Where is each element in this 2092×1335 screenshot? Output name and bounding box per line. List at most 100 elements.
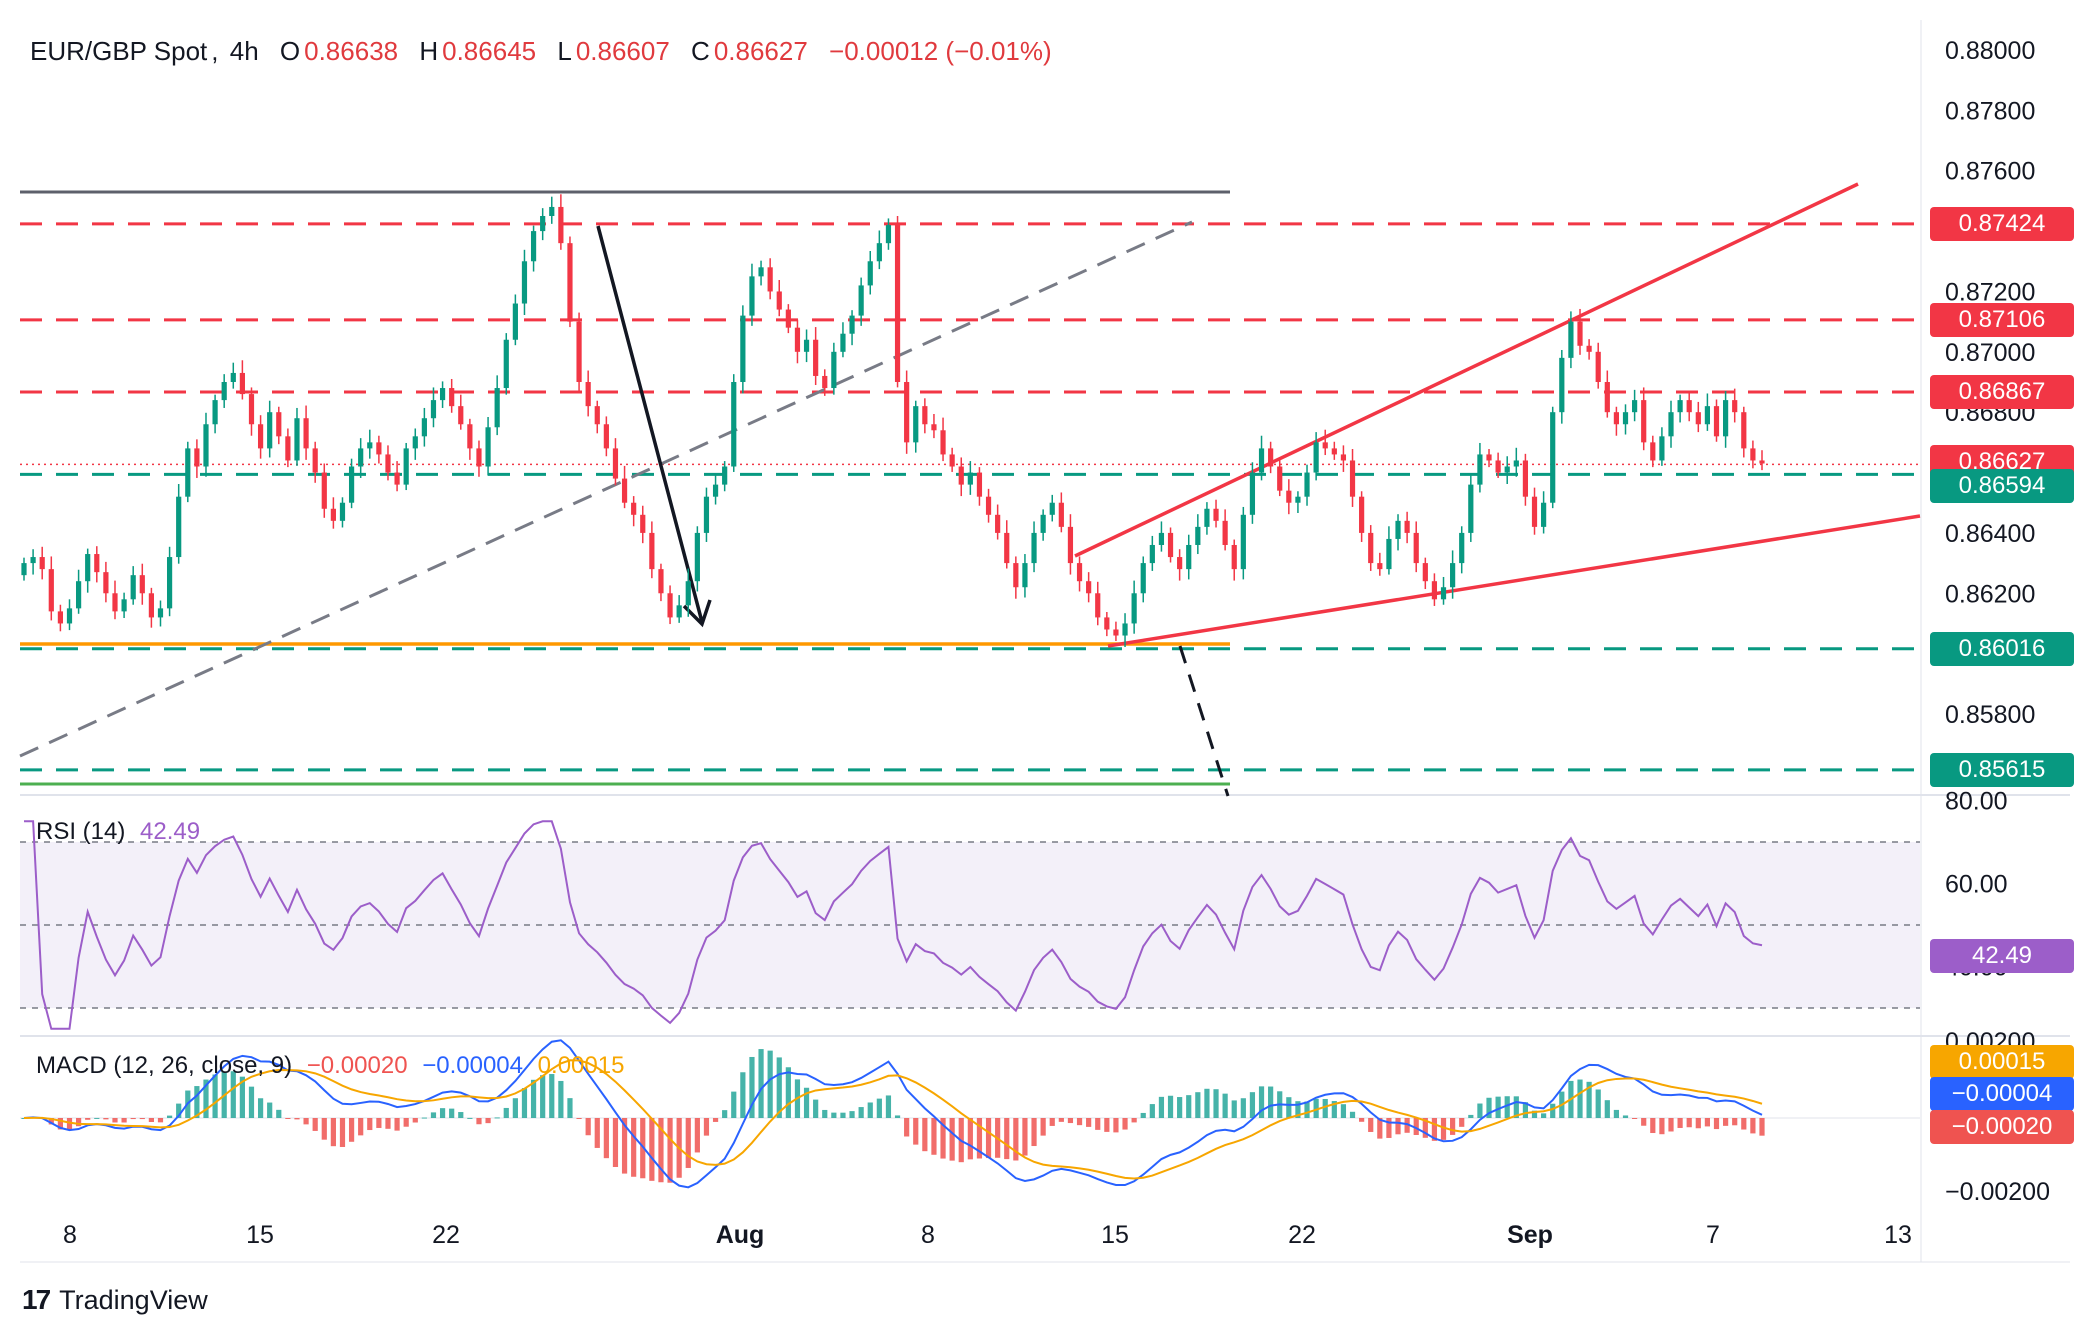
candle-body (112, 593, 118, 612)
candle-body (176, 496, 182, 558)
candle-body (722, 466, 728, 485)
macd-histogram-bar (631, 1118, 637, 1177)
macd-histogram-bar (1340, 1104, 1347, 1118)
price-axis[interactable]: 0.880000.878000.876000.872000.870000.868… (1945, 37, 2035, 729)
macd-histogram-bar (21, 1118, 27, 1119)
macd-histogram-bar (1677, 1118, 1683, 1128)
candle-body (1595, 351, 1601, 382)
macd-histogram-bar (658, 1118, 664, 1183)
candle-body (221, 382, 227, 401)
high-value: 0.86645 (442, 36, 537, 66)
candle-body (976, 472, 983, 497)
macd-histogram-bar (421, 1117, 427, 1119)
macd-histogram-bar (621, 1118, 628, 1174)
macd-histogram-bar (913, 1118, 919, 1145)
low-value: 0.86607 (575, 36, 670, 66)
symbol-header: EUR/GBP Spot, 4h O 0.86638 H 0.86645 L 0.86… (30, 36, 1052, 66)
rsi-tick-label: 80.00 (1945, 788, 2008, 816)
candle-body (822, 375, 828, 389)
price-tick-label: 0.87800 (1945, 97, 2035, 125)
macd-histogram-bar (1622, 1115, 1629, 1118)
macd-histogram-bar (1468, 1114, 1474, 1118)
candle-body (1186, 544, 1192, 570)
macd-histogram-bar (940, 1118, 946, 1159)
macd-histogram-bar (1086, 1118, 1092, 1127)
macd-histogram-bar (1258, 1086, 1265, 1118)
macd-histogram-bar (1695, 1118, 1701, 1129)
rsi-value: 42.49 (140, 818, 201, 845)
high-label: H (419, 36, 439, 66)
candle-body (813, 339, 819, 376)
macd-histogram-bar (203, 1079, 209, 1118)
macd-histogram-bar (1723, 1118, 1729, 1126)
macd-histogram-bar (840, 1112, 846, 1118)
tradingview-logo[interactable]: 17 TradingView (22, 1284, 208, 1316)
macd-histogram-bar (1395, 1118, 1401, 1135)
candle-body (985, 496, 992, 515)
candle-body (1713, 406, 1720, 437)
macd-histogram-bar (94, 1117, 100, 1119)
grey-dashed-uptrend (19, 220, 1193, 758)
candle-body (476, 448, 482, 467)
macd-histogram-bar (803, 1087, 810, 1118)
macd-histogram-bar (1213, 1089, 1219, 1118)
price-tick-label: 0.87200 (1945, 278, 2035, 306)
macd-histogram-bar (358, 1118, 364, 1136)
macd-histogram-bar (1331, 1101, 1337, 1118)
macd-histogram-bar (1586, 1081, 1592, 1118)
time-tick-label: 22 (1288, 1221, 1316, 1249)
macd-histogram-bar (1422, 1118, 1428, 1138)
macd-histogram-bar (267, 1102, 273, 1118)
rsi-title[interactable]: RSI (14) 42.49 (36, 818, 200, 846)
candle-body (1140, 563, 1146, 594)
candle-body (339, 502, 346, 521)
candle-body (876, 243, 882, 262)
macd-histogram-bar (1058, 1118, 1064, 1122)
candle-body (1322, 442, 1328, 449)
macd-histogram-bar (1177, 1097, 1183, 1118)
macd-histogram-bar (740, 1072, 746, 1118)
macd-histogram-bar (1240, 1098, 1246, 1118)
candle-body (166, 557, 173, 609)
time-tick-label: 15 (246, 1221, 274, 1249)
macd-histogram-bar (494, 1117, 500, 1119)
timeframe[interactable]: 4h (229, 36, 259, 66)
candle-body (1422, 563, 1428, 582)
candle-body (1031, 532, 1037, 564)
macd-histogram-bar (585, 1118, 591, 1136)
macd-histogram-bar (576, 1118, 582, 1119)
macd-histogram-bar (1322, 1098, 1328, 1118)
macd-histogram-bar (1040, 1118, 1046, 1136)
macd-histogram-bar (176, 1103, 182, 1118)
macd-histogram-bar (48, 1118, 54, 1125)
candle-body (1495, 460, 1501, 473)
macd-histogram-bar (1522, 1102, 1529, 1118)
time-axis[interactable]: 8 15 22 Aug 8 15 22 Sep 7 13 (63, 1221, 1912, 1249)
macd-histogram-bar (1377, 1118, 1383, 1139)
macd-histogram-bar (321, 1118, 327, 1140)
rsi-value-tag: 42.49 (1930, 939, 2074, 974)
macd-histogram-bar (1604, 1100, 1610, 1118)
close-value: 0.86627 (713, 36, 808, 66)
macd-histogram-bar (967, 1118, 973, 1160)
time-tick-label: Sep (1507, 1221, 1553, 1249)
candle-body (758, 267, 764, 277)
candle-body (1022, 563, 1028, 588)
candle-body (1359, 496, 1365, 533)
candle-body (1541, 502, 1547, 527)
macd-histogram-bar (1750, 1118, 1756, 1134)
black-arrow-shaft (596, 225, 704, 623)
symbol-name[interactable]: EUR/GBP Spot (30, 36, 208, 66)
macd-line-value: −0.00004 (422, 1052, 523, 1079)
resistance-price-tag: 0.87106 (1930, 302, 2074, 337)
macd-histogram-bar (1595, 1089, 1601, 1118)
candle-body (394, 472, 400, 485)
candle-body (276, 412, 282, 437)
candle-body (403, 448, 409, 485)
macd-histogram-bar (931, 1118, 937, 1155)
candle-body (330, 508, 336, 521)
macd-histogram-bar (1641, 1118, 1647, 1126)
macd-histogram-bar (503, 1107, 509, 1118)
macd-title[interactable]: MACD (12, 26, close, 9) −0.00020 −0.0000… (36, 1052, 624, 1080)
